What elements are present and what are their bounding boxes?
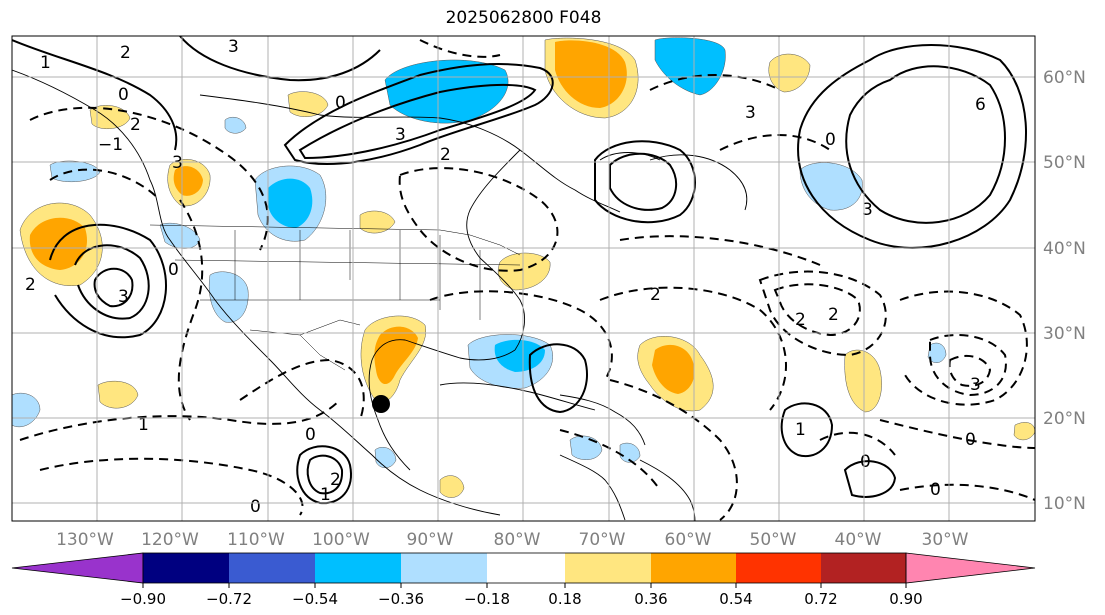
contour-label: 1 bbox=[40, 53, 51, 73]
contour-label: 2 bbox=[130, 115, 141, 135]
contour-label: 0 bbox=[965, 430, 976, 450]
colorbar-seg bbox=[401, 553, 487, 583]
colorbar-tick: −0.72 bbox=[206, 590, 252, 608]
cool-shade bbox=[209, 271, 249, 323]
location-marker bbox=[372, 395, 390, 413]
contour-label: 1 bbox=[795, 420, 806, 440]
colorbar-tick: −0.90 bbox=[120, 590, 166, 608]
lon-label: 110°W bbox=[227, 530, 285, 550]
lat-label: 50°N bbox=[1043, 153, 1086, 173]
contour-label: 0 bbox=[168, 260, 179, 280]
contour-label: 1 bbox=[320, 485, 331, 505]
colorbar-tick: 0.36 bbox=[634, 590, 667, 608]
contour-label: 0 bbox=[335, 93, 346, 113]
colorbar-seg bbox=[143, 553, 229, 583]
warm-shade bbox=[97, 380, 139, 409]
lon-label: 130°W bbox=[56, 530, 114, 550]
colorbar-seg bbox=[487, 553, 565, 583]
contour-label: 1 bbox=[138, 415, 149, 435]
cool-shade bbox=[619, 442, 641, 463]
contour-label: 0 bbox=[118, 85, 129, 105]
lat-label: 60°N bbox=[1043, 68, 1086, 88]
map-title: 2025062800 F048 bbox=[445, 8, 602, 28]
lon-label: 70°W bbox=[579, 530, 626, 550]
lat-label: 10°N bbox=[1043, 494, 1086, 514]
contour-label: 0 bbox=[825, 130, 836, 150]
warm-shade bbox=[497, 252, 551, 291]
lon-label: 90°W bbox=[407, 530, 454, 550]
cool-shade bbox=[799, 162, 863, 211]
colorbar-seg bbox=[565, 553, 651, 583]
warm-shade bbox=[439, 475, 465, 498]
contour-label: 2 bbox=[650, 285, 661, 305]
lon-label: 50°W bbox=[750, 530, 797, 550]
colorbar-tick: 0.72 bbox=[804, 590, 837, 608]
contour-label: 2 bbox=[120, 43, 131, 63]
colorbar-tick: 0.18 bbox=[548, 590, 581, 608]
contour-label: 3 bbox=[395, 125, 406, 145]
cool-shade bbox=[159, 222, 201, 249]
contour-label: 2 bbox=[330, 470, 341, 490]
contour-labels: 1 2 3 0 −1 2 3 0 3 2 1 0 2 1 0 0 3 2 2 2… bbox=[25, 37, 986, 517]
contour-label: 2 bbox=[795, 310, 806, 330]
lat-label: 20°N bbox=[1043, 409, 1086, 429]
map-frame bbox=[11, 35, 1036, 522]
contour-label: 2 bbox=[25, 275, 36, 295]
colorbar-seg bbox=[229, 553, 315, 583]
contour-label: 2 bbox=[440, 145, 451, 165]
warm-core bbox=[173, 166, 203, 196]
colorbar-tick: −0.36 bbox=[378, 590, 424, 608]
colorbar-seg bbox=[315, 553, 401, 583]
contour-label: 3 bbox=[172, 153, 183, 173]
lon-axis: 130°W 120°W 110°W 100°W 90°W 80°W 70°W 6… bbox=[56, 530, 969, 550]
contour-label: 2 bbox=[828, 305, 839, 325]
lon-label: 30°W bbox=[922, 530, 969, 550]
contour-label: 3 bbox=[862, 200, 873, 220]
colorbar-tick: −0.54 bbox=[292, 590, 338, 608]
colorbar-seg bbox=[11, 552, 144, 584]
contour-label: 3 bbox=[970, 375, 981, 395]
warm-core bbox=[652, 344, 695, 394]
contour-label: 0 bbox=[250, 497, 261, 517]
lon-label: 40°W bbox=[835, 530, 882, 550]
contour-label: −1 bbox=[98, 135, 123, 155]
lon-label: 120°W bbox=[141, 530, 199, 550]
lon-label: 60°W bbox=[665, 530, 712, 550]
cool-core bbox=[268, 178, 313, 228]
colorbar-seg bbox=[821, 553, 906, 583]
warm-shade bbox=[359, 210, 396, 234]
colorbar-tick: 0.90 bbox=[889, 590, 922, 608]
lon-label: 80°W bbox=[494, 530, 541, 550]
lat-label: 40°N bbox=[1043, 239, 1086, 259]
colorbar-seg bbox=[651, 553, 736, 583]
contour-label: 3 bbox=[228, 37, 239, 57]
cool-shade bbox=[224, 117, 247, 134]
contour-label: 3 bbox=[118, 287, 129, 307]
colorbar-seg bbox=[736, 553, 821, 583]
cool-core bbox=[494, 339, 545, 372]
colorbar-tick: 0.54 bbox=[719, 590, 752, 608]
contour-label: 3 bbox=[745, 103, 756, 123]
contour-label: 6 bbox=[975, 95, 986, 115]
warm-shade bbox=[844, 349, 882, 413]
warm-shade bbox=[287, 91, 329, 117]
colorbar-seg bbox=[905, 552, 1036, 584]
contour-label: 0 bbox=[930, 480, 941, 500]
contours bbox=[12, 36, 1035, 521]
lon-label: 100°W bbox=[312, 530, 370, 550]
lat-axis: 60°N 50°N 40°N 30°N 20°N 10°N bbox=[1043, 68, 1086, 514]
coastlines bbox=[12, 69, 748, 521]
colorbar-tick: −0.18 bbox=[464, 590, 510, 608]
gridlines bbox=[12, 36, 1035, 521]
colorbar: −0.90 −0.72 −0.54 −0.36 −0.18 0.18 0.36 … bbox=[11, 552, 1036, 608]
contour-label: 0 bbox=[305, 425, 316, 445]
cool-shade bbox=[49, 160, 101, 183]
contour-label: 0 bbox=[860, 452, 871, 472]
lat-label: 30°N bbox=[1043, 324, 1086, 344]
